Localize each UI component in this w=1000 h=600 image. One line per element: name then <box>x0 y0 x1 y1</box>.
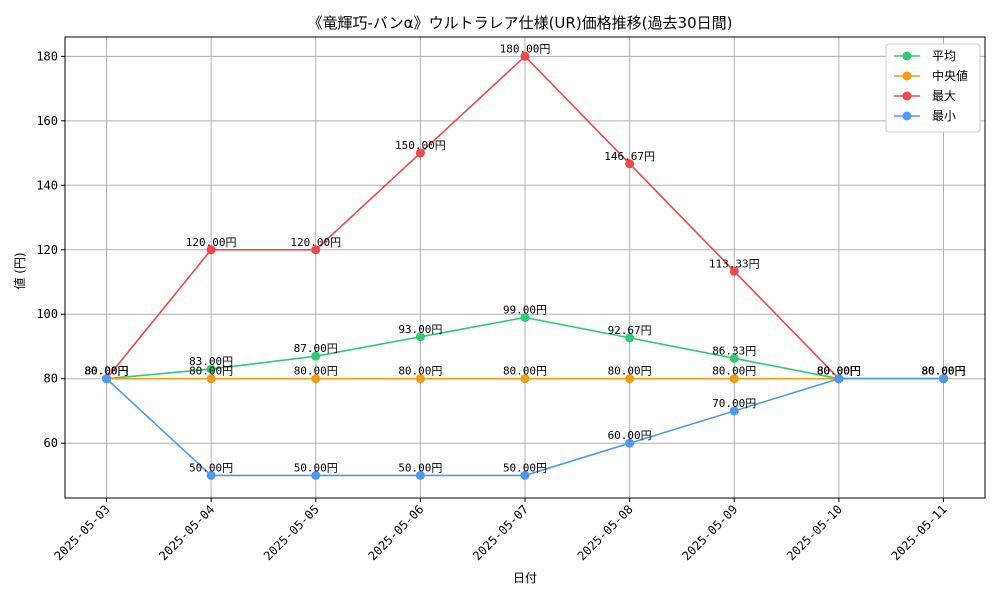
data-label: 50.00円 <box>503 461 547 474</box>
plot-frame <box>64 36 986 499</box>
data-label: 80.00円 <box>817 365 861 378</box>
data-point <box>520 374 530 384</box>
data-label: 87.00円 <box>294 342 338 355</box>
data-point <box>729 266 739 276</box>
legend-box <box>885 43 981 133</box>
data-label: 93.00円 <box>398 323 442 336</box>
data-point <box>520 470 530 480</box>
data-point <box>625 159 635 169</box>
data-label: 80.00円 <box>921 365 965 378</box>
data-label: 80.00円 <box>712 365 756 378</box>
data-label: 99.00円 <box>503 303 547 316</box>
data-point <box>415 374 425 384</box>
y-tick-label: 160 <box>36 114 58 128</box>
data-label: 146.67円 <box>604 150 655 163</box>
data-label: 80.00円 <box>84 365 128 378</box>
data-label: 80.00円 <box>84 365 128 378</box>
y-tick-label: 80 <box>44 372 58 386</box>
data-label: 60.00円 <box>608 429 652 442</box>
legend-swatch-marker <box>902 51 912 61</box>
x-tick-label: 2025-05-10 <box>784 502 845 563</box>
data-label: 80.00円 <box>817 365 861 378</box>
data-label: 120.00円 <box>290 236 341 249</box>
x-tick-label: 2025-05-04 <box>156 502 217 563</box>
data-label: 80.00円 <box>817 365 861 378</box>
data-point <box>206 364 216 374</box>
data-point <box>520 312 530 322</box>
data-label: 150.00円 <box>395 139 446 152</box>
data-label: 113.33円 <box>709 257 760 270</box>
data-label: 80.00円 <box>921 365 965 378</box>
data-point <box>102 374 111 384</box>
data-label: 80.00円 <box>398 365 442 378</box>
legend-label: 中央値 <box>932 68 968 83</box>
data-label: 50.00円 <box>294 461 338 474</box>
x-tick-label: 2025-05-06 <box>366 502 427 563</box>
data-label: 180.00円 <box>500 42 551 55</box>
legend-label: 平均 <box>932 49 956 63</box>
data-label: 50.00円 <box>398 461 442 474</box>
data-point <box>520 51 530 61</box>
data-point <box>834 374 844 384</box>
data-label: 80.00円 <box>817 365 861 378</box>
data-label: 70.00円 <box>712 397 756 410</box>
data-label: 80.00円 <box>189 365 233 378</box>
data-label: 83.00円 <box>189 355 233 368</box>
series-points-layer <box>102 51 948 480</box>
x-tick-label: 2025-05-03 <box>52 502 113 563</box>
y-tick-label: 140 <box>36 178 58 192</box>
chart-title: 《竜輝巧-バンα》ウルトラレア仕様(UR)価格推移(過去30日間) <box>308 14 733 32</box>
data-label: 50.00円 <box>189 461 233 474</box>
x-tick-label: 2025-05-08 <box>575 502 636 563</box>
data-point <box>311 470 321 480</box>
data-point <box>729 374 739 384</box>
legend-swatch-marker <box>902 111 912 121</box>
data-point <box>311 245 321 255</box>
data-point <box>729 406 739 416</box>
data-point <box>625 333 635 343</box>
x-axis-title: 日付 <box>513 571 537 585</box>
legend-swatch-marker <box>902 91 912 101</box>
axes-layer: 2025-05-03 2025-05-04 2025-05-05 2025-05-06… <box>36 36 986 563</box>
y-tick-label: 100 <box>36 307 58 321</box>
y-tick-label: 60 <box>44 436 58 450</box>
data-point <box>415 332 425 342</box>
data-label: 80.00円 <box>503 365 547 378</box>
grid-layer <box>65 37 985 498</box>
data-point <box>625 374 635 384</box>
data-label: 80.00円 <box>608 365 652 378</box>
data-point <box>206 470 216 480</box>
data-point <box>939 374 948 384</box>
y-tick-label: 120 <box>36 243 58 257</box>
data-point <box>206 245 216 255</box>
data-label: 80.00円 <box>921 365 965 378</box>
legend-swatch-marker <box>902 71 912 81</box>
y-axis-title: 値 (円) <box>12 252 27 289</box>
x-tick-label: 2025-05-07 <box>470 502 531 563</box>
data-label: 120.00円 <box>186 236 237 249</box>
data-label: 80.00円 <box>294 365 338 378</box>
data-point <box>625 438 635 448</box>
data-point <box>311 374 321 384</box>
legend-label: 最大 <box>932 89 956 103</box>
data-label: 92.67円 <box>608 324 652 337</box>
x-tick-label: 2025-05-09 <box>679 502 740 563</box>
data-point <box>415 148 425 158</box>
data-label: 80.00円 <box>921 365 965 378</box>
legend-label: 最小 <box>932 109 956 123</box>
data-label: 80.00円 <box>84 365 128 378</box>
data-label: 80.00円 <box>84 365 128 378</box>
data-point <box>415 470 425 480</box>
data-point <box>311 351 321 361</box>
y-tick-label: 180 <box>36 49 58 63</box>
data-labels-layer: 80.00円83.00円87.00円93.00円99.00円92.67円86.3… <box>84 42 965 474</box>
x-tick-label: 2025-05-05 <box>261 502 322 563</box>
data-label: 86.33円 <box>712 344 756 357</box>
data-point <box>729 353 739 363</box>
x-tick-label: 2025-05-11 <box>889 502 950 563</box>
data-point <box>206 374 216 384</box>
